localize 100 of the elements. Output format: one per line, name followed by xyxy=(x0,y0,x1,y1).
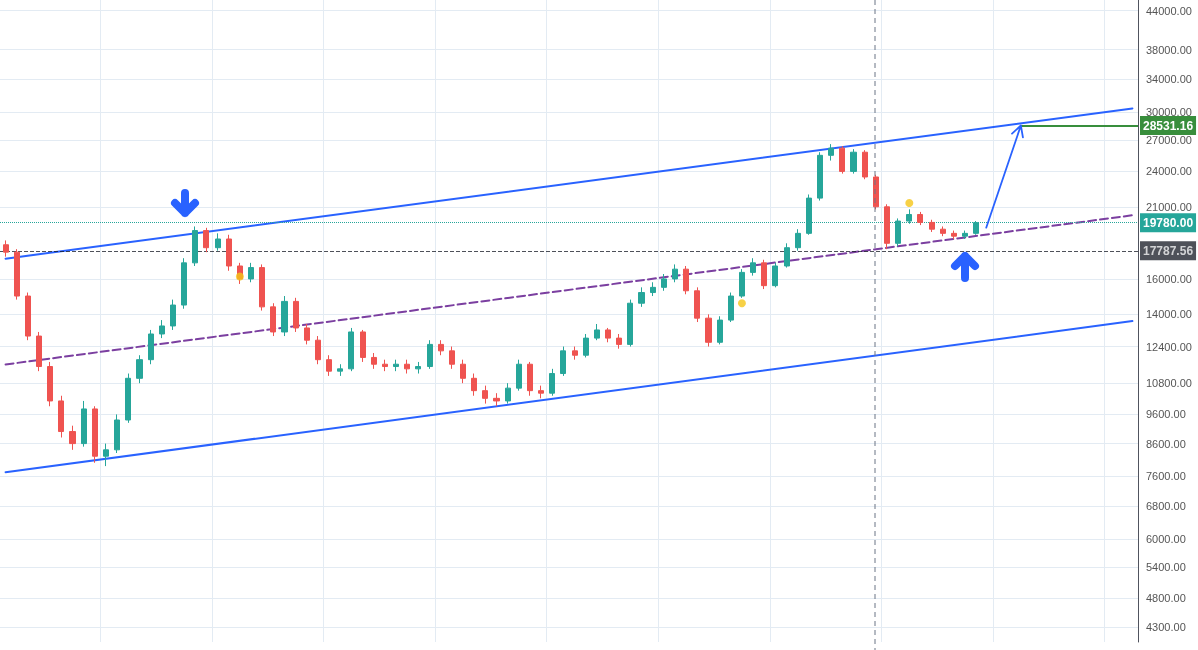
candlestick xyxy=(203,227,209,253)
candlestick xyxy=(14,248,20,301)
y-tick-label: 44000.00 xyxy=(1146,4,1192,17)
y-tick-label: 30000.00 xyxy=(1146,106,1192,119)
candlestick xyxy=(215,232,221,252)
candlestick xyxy=(940,225,946,237)
y-tick-label: 6800.00 xyxy=(1146,499,1186,512)
candlestick xyxy=(114,413,120,454)
candlestick xyxy=(304,323,310,345)
candlestick xyxy=(382,359,388,372)
candlestick xyxy=(427,339,433,370)
candlestick xyxy=(784,242,790,269)
candlestick xyxy=(69,425,76,451)
candlestick xyxy=(493,392,500,407)
candlestick xyxy=(717,315,723,345)
candlestick xyxy=(549,368,555,397)
candlestick xyxy=(248,262,254,283)
candlestick xyxy=(750,257,756,277)
candlestick xyxy=(192,225,198,267)
candlestick xyxy=(81,400,87,448)
y-tick-label: 27000.00 xyxy=(1146,134,1192,147)
candlestick xyxy=(170,299,176,331)
candlestick xyxy=(605,327,611,343)
candlestick xyxy=(739,268,745,299)
y-tick-label: 7600.00 xyxy=(1146,470,1186,483)
candlestick xyxy=(694,286,700,323)
candlestick xyxy=(393,359,399,372)
candlestick xyxy=(672,263,678,283)
y-tick-label: 9600.00 xyxy=(1146,408,1186,421)
y-tick-label: 4800.00 xyxy=(1146,592,1186,605)
candlestick xyxy=(3,239,9,258)
candlestick xyxy=(538,385,544,399)
candlestick xyxy=(817,151,823,202)
candlestick xyxy=(47,361,53,407)
candlestick xyxy=(371,352,377,370)
y-tick-label: 12400.00 xyxy=(1146,340,1192,353)
candlestick xyxy=(772,262,778,288)
candlestick xyxy=(226,234,232,272)
candlestick xyxy=(527,361,533,397)
candlestick xyxy=(281,295,288,337)
candlestick xyxy=(516,359,522,392)
candlestick xyxy=(415,361,421,375)
candlestick xyxy=(728,292,734,323)
candlestick xyxy=(572,346,578,361)
candlestick xyxy=(638,286,645,308)
candlestick xyxy=(125,373,131,424)
ref-line-label: 28531.16 xyxy=(1143,118,1194,133)
candlestick xyxy=(795,228,801,252)
y-tick-label: 24000.00 xyxy=(1146,165,1192,178)
candlestick xyxy=(471,373,477,397)
y-tick-label: 5400.00 xyxy=(1146,561,1186,574)
y-tick-label: 10800.00 xyxy=(1146,377,1192,390)
ref-line-label: 17787.56 xyxy=(1143,243,1194,258)
y-tick-label: 38000.00 xyxy=(1146,43,1192,56)
candlestick xyxy=(404,359,410,375)
candlestick xyxy=(850,148,857,175)
candlestick xyxy=(828,143,834,162)
candlestick xyxy=(951,230,957,240)
candlestick xyxy=(460,359,466,384)
candlestick xyxy=(862,149,868,180)
y-tick-label: 8600.00 xyxy=(1146,437,1186,450)
candlestick xyxy=(270,302,276,337)
candlestick xyxy=(293,297,299,333)
candlestick xyxy=(616,333,622,350)
candlestick xyxy=(761,259,767,290)
candlestick xyxy=(650,281,656,297)
candlestick xyxy=(438,339,444,356)
candlestick xyxy=(627,299,633,348)
candlestick xyxy=(181,257,187,310)
candlestick xyxy=(148,329,154,365)
candlestick xyxy=(259,263,265,312)
y-tick-label: 4300.00 xyxy=(1146,621,1186,634)
point xyxy=(737,299,746,308)
candlestick xyxy=(839,145,845,175)
candlestick xyxy=(683,265,689,295)
candlestick xyxy=(326,354,332,377)
point xyxy=(235,272,244,281)
candlestick xyxy=(705,313,712,348)
candlestick xyxy=(884,203,890,250)
candlestick xyxy=(103,443,109,467)
candlestick xyxy=(449,346,455,370)
candlestick xyxy=(360,329,366,363)
candlestick xyxy=(917,211,923,226)
point xyxy=(905,199,914,208)
y-tick-label: 34000.00 xyxy=(1146,73,1192,86)
candlestick xyxy=(25,292,31,341)
y-tick-label: 21000.00 xyxy=(1146,200,1192,213)
candlestick xyxy=(583,333,589,358)
candlestick xyxy=(92,405,98,464)
candlestick xyxy=(348,327,354,372)
candlestick xyxy=(594,323,600,341)
ref-line-label: 19780.00 xyxy=(1143,215,1194,230)
candlestick xyxy=(136,354,143,384)
candlestick xyxy=(661,273,667,292)
candlestick xyxy=(58,395,64,438)
y-tick-label: 16000.00 xyxy=(1146,272,1192,285)
candlestick xyxy=(36,331,42,372)
candlestick xyxy=(337,363,343,377)
y-tick-label: 14000.00 xyxy=(1146,308,1192,321)
y-tick-label: 6000.00 xyxy=(1146,533,1186,546)
